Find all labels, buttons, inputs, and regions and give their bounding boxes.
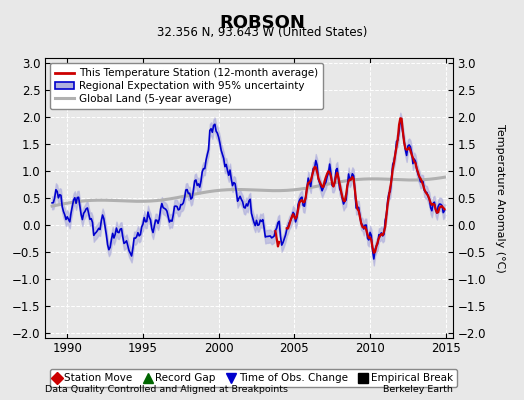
Text: ROBSON: ROBSON (219, 14, 305, 32)
Text: Berkeley Earth: Berkeley Earth (384, 385, 453, 394)
Text: Data Quality Controlled and Aligned at Breakpoints: Data Quality Controlled and Aligned at B… (45, 385, 288, 394)
Y-axis label: Temperature Anomaly (°C): Temperature Anomaly (°C) (495, 124, 505, 272)
Text: 32.356 N, 93.643 W (United States): 32.356 N, 93.643 W (United States) (157, 26, 367, 39)
Legend: Station Move, Record Gap, Time of Obs. Change, Empirical Break: Station Move, Record Gap, Time of Obs. C… (50, 369, 457, 387)
